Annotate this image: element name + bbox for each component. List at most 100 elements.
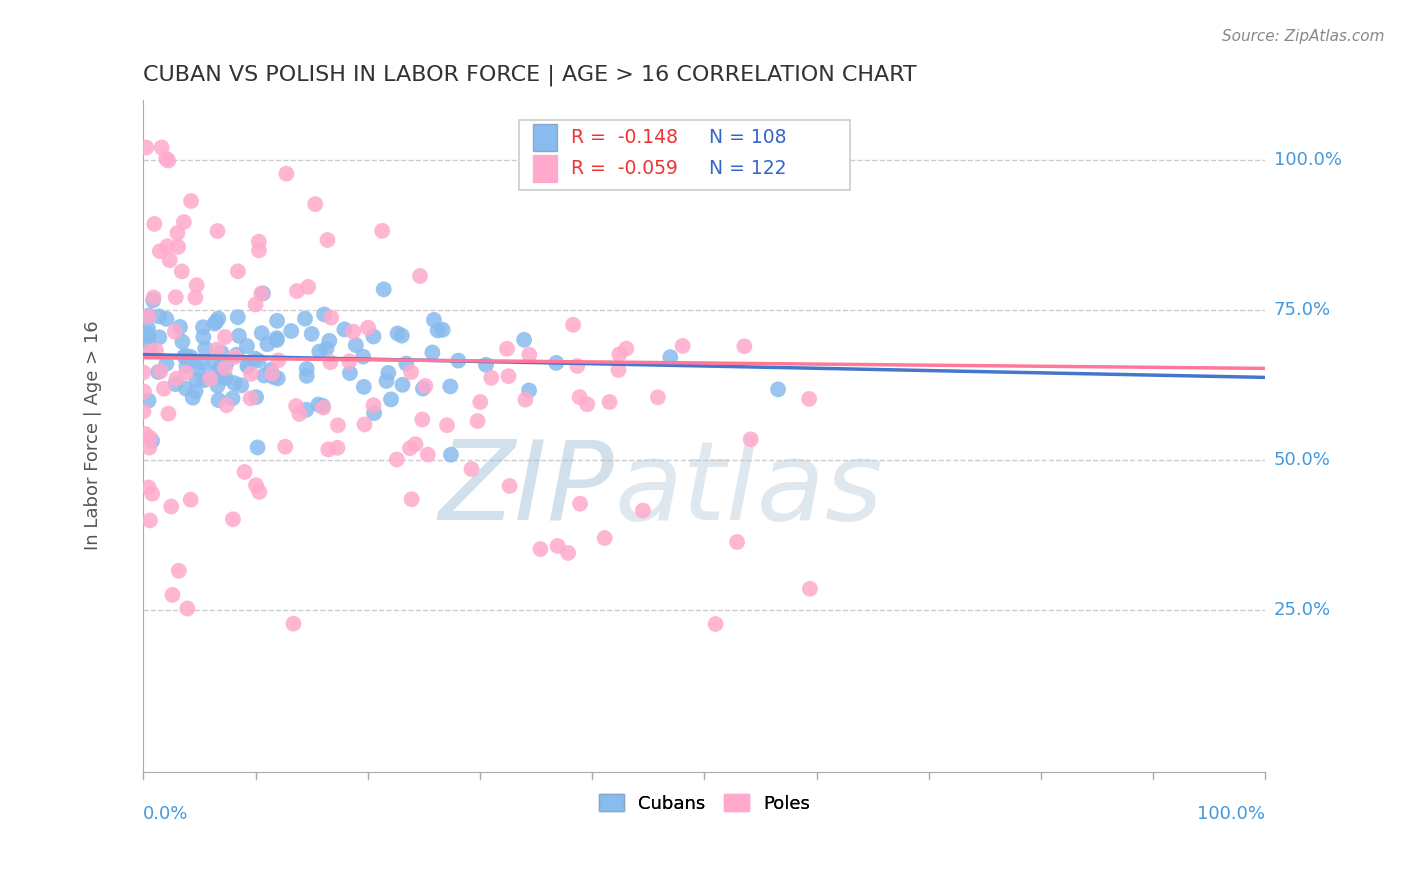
- Point: [285, 399, 308, 413]
- Point: [399, 441, 422, 455]
- Point: [496, 342, 519, 356]
- Point: [576, 397, 599, 411]
- Text: 100.0%: 100.0%: [1274, 151, 1341, 169]
- Text: CUBAN VS POLISH IN LABOR FORCE | AGE > 16 CORRELATION CHART: CUBAN VS POLISH IN LABOR FORCE | AGE > 1…: [143, 64, 917, 86]
- Point: [631, 503, 654, 517]
- Point: [139, 513, 162, 527]
- Point: [440, 448, 463, 462]
- Point: [193, 373, 215, 387]
- Point: [659, 350, 682, 364]
- Point: [184, 291, 207, 305]
- Point: [167, 564, 190, 578]
- FancyBboxPatch shape: [533, 155, 557, 182]
- Point: [132, 404, 155, 418]
- Point: [439, 379, 461, 393]
- Point: [146, 365, 169, 379]
- Point: [236, 359, 259, 373]
- Point: [167, 240, 190, 254]
- Point: [315, 342, 337, 356]
- Point: [363, 329, 385, 343]
- Point: [166, 372, 188, 386]
- Point: [202, 366, 225, 380]
- Point: [224, 376, 246, 391]
- Point: [391, 328, 413, 343]
- Point: [314, 307, 336, 321]
- Point: [222, 512, 245, 526]
- Point: [138, 310, 160, 324]
- Point: [138, 393, 160, 408]
- Point: [139, 344, 162, 359]
- Point: [416, 448, 439, 462]
- Point: [247, 484, 270, 499]
- Point: [529, 542, 551, 557]
- Point: [498, 369, 520, 384]
- Point: [266, 314, 288, 328]
- Point: [405, 437, 427, 451]
- Point: [247, 235, 270, 249]
- Point: [467, 414, 489, 428]
- Point: [236, 359, 259, 373]
- Point: [180, 350, 202, 364]
- Point: [153, 382, 176, 396]
- Point: [204, 317, 226, 331]
- Point: [766, 382, 789, 396]
- Point: [174, 366, 197, 380]
- Point: [267, 353, 290, 368]
- Point: [415, 379, 437, 393]
- Point: [155, 357, 177, 371]
- Point: [214, 330, 236, 344]
- Point: [614, 342, 637, 356]
- Point: [150, 140, 173, 154]
- Point: [173, 350, 195, 364]
- Point: [593, 531, 616, 545]
- Point: [236, 339, 259, 353]
- Point: [308, 344, 330, 359]
- Point: [304, 197, 326, 211]
- Point: [207, 224, 229, 238]
- Point: [295, 362, 318, 376]
- Point: [295, 368, 318, 383]
- Point: [163, 325, 186, 339]
- Point: [342, 325, 364, 339]
- Point: [231, 378, 253, 392]
- Point: [288, 407, 311, 421]
- Text: Source: ZipAtlas.com: Source: ZipAtlas.com: [1222, 29, 1385, 44]
- Point: [260, 363, 283, 377]
- Point: [214, 361, 236, 376]
- Point: [375, 374, 398, 388]
- Point: [209, 359, 232, 374]
- Point: [181, 391, 204, 405]
- Text: R =  -0.059: R = -0.059: [571, 160, 678, 178]
- Point: [139, 431, 162, 445]
- Point: [725, 535, 748, 549]
- Point: [353, 380, 375, 394]
- Point: [139, 340, 162, 354]
- Point: [142, 293, 165, 308]
- Text: N = 108: N = 108: [709, 128, 786, 147]
- Point: [135, 140, 157, 154]
- Text: 75.0%: 75.0%: [1274, 301, 1331, 318]
- Point: [165, 290, 187, 304]
- Point: [409, 268, 432, 283]
- Point: [149, 244, 172, 259]
- Point: [191, 320, 214, 334]
- Point: [136, 321, 159, 335]
- Point: [228, 328, 250, 343]
- Point: [245, 390, 267, 404]
- Point: [136, 326, 159, 341]
- Point: [263, 369, 285, 384]
- Point: [319, 355, 342, 369]
- Point: [352, 350, 374, 364]
- Point: [569, 497, 592, 511]
- Point: [159, 253, 181, 268]
- Point: [138, 329, 160, 343]
- Point: [245, 297, 267, 311]
- Point: [297, 280, 319, 294]
- Point: [426, 323, 449, 337]
- FancyBboxPatch shape: [519, 120, 851, 190]
- Point: [160, 500, 183, 514]
- Point: [387, 326, 409, 341]
- Point: [215, 371, 238, 385]
- Point: [274, 440, 297, 454]
- Point: [295, 402, 318, 417]
